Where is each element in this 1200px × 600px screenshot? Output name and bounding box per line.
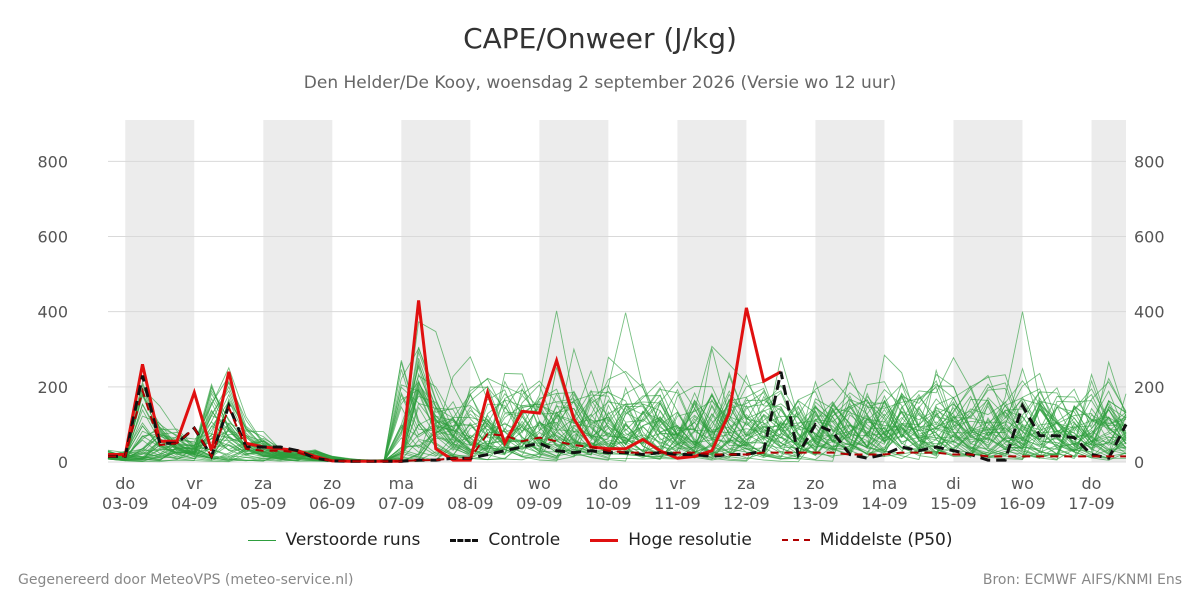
xtick-date-03-09: 03-09 xyxy=(102,494,149,513)
legend-label-median: Middelste (P50) xyxy=(819,530,953,550)
xtick-day-05-09: za xyxy=(254,474,272,493)
ytick-right-0: 0 xyxy=(1134,453,1144,472)
gridlines xyxy=(108,160,1126,463)
legend-swatch-control xyxy=(450,538,479,542)
legend-swatch-highres xyxy=(590,538,619,542)
legend-swatch-perturbed xyxy=(247,539,276,541)
legend-label-highres: Hoge resolutie xyxy=(628,530,752,550)
night-band-1 xyxy=(263,120,333,462)
perturbed-run-37 xyxy=(107,383,1127,461)
ytick-left-200: 200 xyxy=(37,378,68,397)
chart-subtitle: Den Helder/De Kooy, woensdag 2 september… xyxy=(303,73,897,93)
xtick-date-06-09: 06-09 xyxy=(309,494,356,513)
perturbed-run-45 xyxy=(107,347,1127,463)
xtick-date-13-09: 13-09 xyxy=(792,494,839,513)
xtick-day-13-09: zo xyxy=(806,474,824,493)
legend-item-median[interactable]: Middelste (P50) xyxy=(781,530,953,550)
xtick-date-07-09: 07-09 xyxy=(378,494,425,513)
xtick-day-16-09: wo xyxy=(1011,474,1034,493)
xtick-date-05-09: 05-09 xyxy=(240,494,287,513)
perturbed-run-44 xyxy=(107,366,1127,462)
control-line xyxy=(108,371,1128,463)
ytick-left-800: 800 xyxy=(37,152,68,171)
ytick-left-0: 0 xyxy=(58,453,68,472)
xtick-day-06-09: zo xyxy=(323,474,341,493)
xtick-day-14-09: ma xyxy=(872,474,897,493)
xtick-day-03-09: do xyxy=(115,474,135,493)
legend-item-highres[interactable]: Hoge resolutie xyxy=(590,530,752,550)
xtick-day-08-09: di xyxy=(463,474,478,493)
xtick-day-12-09: za xyxy=(737,474,755,493)
xtick-date-04-09: 04-09 xyxy=(171,494,218,513)
ytick-right-800: 800 xyxy=(1134,152,1165,171)
perturbed-run-31 xyxy=(107,379,1127,462)
legend: Verstoorde runs Controle Hoge resolutie … xyxy=(0,530,1200,550)
chart-title: CAPE/Onweer (J/kg) xyxy=(463,22,737,55)
xtick-day-10-09: do xyxy=(598,474,618,493)
ytick-left-600: 600 xyxy=(37,228,68,247)
xtick-date-14-09: 14-09 xyxy=(861,494,908,513)
perturbed-run-48 xyxy=(107,368,1127,462)
xtick-date-12-09: 12-09 xyxy=(723,494,770,513)
xtick-day-07-09: ma xyxy=(389,474,414,493)
legend-swatch-median xyxy=(781,539,810,541)
footer-source: Bron: ECMWF AIFS/KNMI Ens xyxy=(982,572,1182,588)
main-series xyxy=(108,300,1128,463)
xtick-date-15-09: 15-09 xyxy=(930,494,977,513)
ytick-right-600: 600 xyxy=(1134,228,1165,247)
legend-label-control: Controle xyxy=(488,530,561,550)
ytick-right-200: 200 xyxy=(1134,378,1165,397)
legend-item-control[interactable]: Controle xyxy=(450,530,560,550)
ytick-right-400: 400 xyxy=(1134,303,1165,322)
xtick-day-11-09: vr xyxy=(669,474,685,493)
xtick-date-09-09: 09-09 xyxy=(516,494,563,513)
footer-generated-by: Gegenereerd door MeteoVPS (meteo-service… xyxy=(18,572,354,588)
xtick-day-09-09: wo xyxy=(528,474,551,493)
xtick-date-08-09: 08-09 xyxy=(447,494,494,513)
legend-item-perturbed[interactable]: Verstoorde runs xyxy=(247,530,421,550)
xtick-date-11-09: 11-09 xyxy=(654,494,701,513)
xtick-day-17-09: do xyxy=(1082,474,1102,493)
median-line xyxy=(108,387,1126,463)
perturbed-run-42 xyxy=(107,312,1127,462)
night-shading xyxy=(125,120,1126,462)
xtick-date-10-09: 10-09 xyxy=(585,494,632,513)
xtick-date-17-09: 17-09 xyxy=(1068,494,1115,513)
xtick-date-16-09: 16-09 xyxy=(999,494,1046,513)
perturbed-run-29 xyxy=(107,391,1127,462)
legend-label-perturbed: Verstoorde runs xyxy=(285,530,421,550)
xtick-day-04-09: vr xyxy=(186,474,202,493)
night-band-3 xyxy=(539,120,609,462)
ytick-left-400: 400 xyxy=(37,303,68,322)
xtick-day-15-09: di xyxy=(946,474,961,493)
